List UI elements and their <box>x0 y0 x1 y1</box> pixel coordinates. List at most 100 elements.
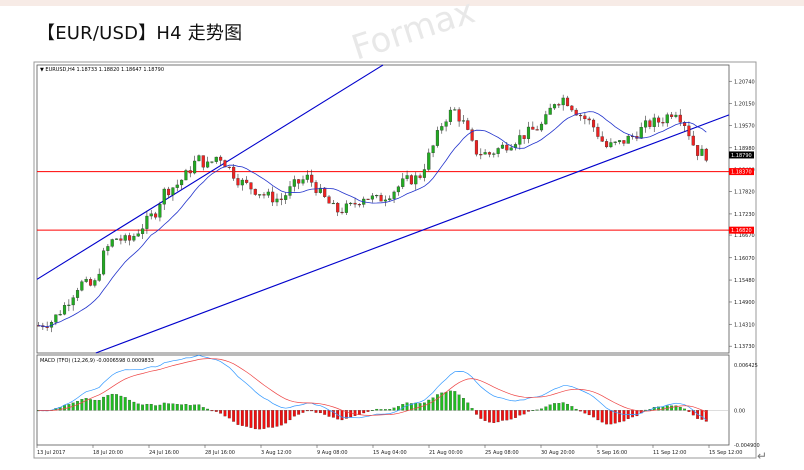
candle-body <box>531 126 535 130</box>
macd-histogram-bar <box>496 410 500 423</box>
macd-histogram-bar <box>84 398 88 411</box>
macd-histogram-bar <box>323 410 327 415</box>
current-price-tag <box>729 151 754 159</box>
y-tick-label: 1.14310 <box>734 322 755 328</box>
macd-histogram-bar <box>305 410 309 412</box>
candle-body <box>353 202 357 205</box>
y-tick-label: 1.16070 <box>734 256 755 262</box>
candle-body <box>71 297 75 306</box>
candle-body <box>600 136 604 142</box>
macd-histogram-bar <box>383 409 387 411</box>
candle-body <box>106 246 110 251</box>
candle-body <box>561 97 565 106</box>
candle-body <box>331 202 335 205</box>
macd-histogram-bar <box>162 402 166 411</box>
macd-histogram-bar <box>609 410 613 425</box>
candle-body <box>284 195 288 200</box>
candle-body <box>323 187 327 197</box>
macd-histogram-bar <box>670 405 673 411</box>
macd-histogram-bar <box>453 391 457 411</box>
macd-histogram-bar <box>180 404 183 411</box>
candle-body <box>167 188 171 196</box>
candle-body <box>214 156 218 162</box>
macd-histogram-bar <box>249 410 253 428</box>
candle-body <box>162 188 166 205</box>
macd-tick-label: 0.006425 <box>734 363 758 369</box>
page-title: 【EUR/USD】H4 走势图 <box>37 23 243 44</box>
y-tick-label: 1.13730 <box>734 344 755 350</box>
macd-histogram-bar <box>171 403 175 411</box>
candle-body <box>448 109 452 122</box>
candle-body <box>644 120 648 128</box>
macd-histogram-bar <box>535 409 539 411</box>
candle-body <box>75 290 80 298</box>
candle-body <box>396 186 400 193</box>
candle-body <box>492 153 496 155</box>
candle-body <box>175 184 179 188</box>
macd-histogram-bar <box>544 406 548 411</box>
macd-histogram-bar <box>184 404 188 411</box>
macd-label: MACD (TFO) (12,26,9) -0.0006598 0.000983… <box>40 358 154 364</box>
y-tick-label: 1.15480 <box>734 278 755 284</box>
candle-body <box>297 179 301 184</box>
candle-body <box>271 191 275 203</box>
candle-body <box>58 314 62 316</box>
macd-histogram-bar <box>80 399 84 411</box>
candle-body <box>670 114 674 117</box>
macd-histogram-bar <box>518 410 522 416</box>
macd-histogram-bar <box>657 406 660 411</box>
candle-body <box>444 121 448 127</box>
candle-body <box>110 239 114 247</box>
macd-histogram-bar <box>410 403 413 411</box>
level-price-tag <box>729 168 754 176</box>
x-tick-label: 5 Sep 16:00 <box>597 450 627 456</box>
macd-histogram-bar <box>600 410 604 423</box>
macd-histogram-bar <box>444 391 448 411</box>
candle-body <box>184 170 188 181</box>
y-tick-label: 1.19570 <box>734 123 755 129</box>
candle-body <box>474 140 479 155</box>
macd-histogram-bar <box>548 404 552 411</box>
candle-body <box>574 109 578 116</box>
paragraph-mark: ↵ <box>233 24 244 38</box>
macd-histogram-bar <box>106 395 110 411</box>
macd-histogram-bar <box>201 407 205 411</box>
macd-histogram-bar <box>587 410 591 416</box>
candle-body <box>292 179 296 187</box>
candle-body <box>422 169 426 178</box>
moving-average-line <box>38 111 707 328</box>
x-tick-label: 15 Sep 12:00 <box>709 450 742 456</box>
y-tick-label: 1.17820 <box>734 190 755 196</box>
candle-body <box>132 235 136 241</box>
macd-histogram-bar <box>63 405 66 411</box>
x-tick-label: 21 Aug 00:00 <box>429 450 463 456</box>
macd-histogram-bar <box>167 403 170 411</box>
candle-body <box>236 178 240 186</box>
macd-histogram-bar <box>240 410 244 426</box>
macd-tick-label: -0.004900 <box>734 443 760 449</box>
macd-signal-line <box>38 358 707 416</box>
macd-histogram-bar <box>488 410 491 423</box>
candle-body <box>340 211 344 214</box>
candle-body <box>45 326 49 328</box>
y-tick-label: 1.16670 <box>734 233 755 239</box>
macd-histogram-bar <box>232 410 236 422</box>
macd-histogram-bar <box>431 397 435 411</box>
macd-histogram-bar <box>349 410 353 418</box>
macd-histogram-bar <box>557 403 561 411</box>
candle-body <box>496 148 500 154</box>
candle-body <box>626 135 630 144</box>
candle-body <box>201 155 205 168</box>
candle-body <box>383 199 387 202</box>
candle-body <box>288 186 292 196</box>
macd-histogram-bar <box>605 410 608 425</box>
macd-histogram-bar <box>158 404 162 411</box>
candle-body <box>318 187 322 193</box>
candle-body <box>427 152 431 170</box>
x-tick-label: 3 Aug 12:00 <box>261 450 292 456</box>
macd-histogram-bar <box>704 410 708 422</box>
candle-body <box>84 279 88 282</box>
macd-histogram-bar <box>340 410 344 421</box>
macd-histogram-bar <box>145 403 149 411</box>
macd-histogram-bar <box>344 410 348 419</box>
